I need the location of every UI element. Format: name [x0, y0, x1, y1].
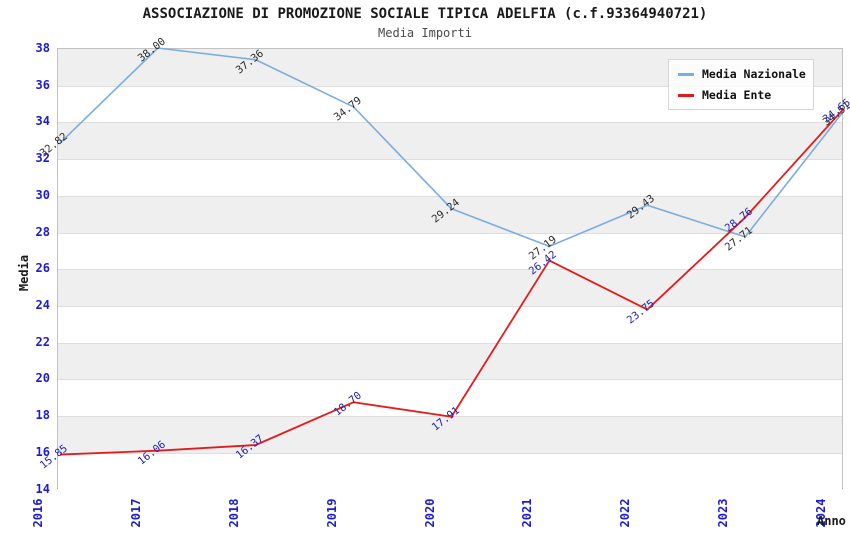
gridline: [58, 452, 842, 454]
y-tick-label: 14: [35, 481, 50, 496]
plot-band: [58, 342, 842, 380]
y-tick-label: 20: [35, 371, 50, 386]
plot-band: [58, 452, 842, 490]
y-tick-label: 26: [35, 261, 50, 276]
y-tick-label: 30: [35, 187, 50, 202]
plot-band: [58, 122, 842, 160]
legend-item-media-ente: Media Ente: [678, 88, 804, 102]
y-tick-label: 28: [35, 224, 50, 239]
gridline: [58, 122, 842, 124]
legend-label-media-ente: Media Ente: [702, 88, 772, 102]
gridline: [58, 379, 842, 381]
x-tick-label: 2021: [520, 498, 535, 528]
plot-band: [58, 269, 842, 306]
x-tick-label: 2024: [814, 498, 828, 528]
legend-item-media-nazionale: Media Nazionale: [678, 67, 806, 81]
y-tick-label: 32: [35, 151, 50, 166]
legend: Media Nazionale Media Ente: [668, 59, 814, 110]
legend-swatch-media-nazionale: [678, 72, 694, 76]
plot-band: [58, 305, 842, 343]
gridline: [58, 342, 842, 344]
gridline: [58, 305, 842, 307]
y-tick-label: 34: [35, 114, 50, 129]
x-tick-label: 2022: [618, 498, 633, 528]
x-tick-label: 2020: [422, 498, 437, 528]
x-tick-label: 2023: [716, 498, 731, 528]
y-tick-label: 22: [35, 334, 50, 349]
x-axis-title: Anno: [817, 514, 846, 528]
gridline: [58, 195, 842, 197]
x-tick-label: 2016: [31, 498, 45, 528]
legend-label-media-nazionale: Media Nazionale: [702, 67, 806, 81]
chart-title: ASSOCIAZIONE DI PROMOZIONE SOCIALE TIPIC…: [142, 6, 708, 22]
y-tick-label: 16: [35, 444, 50, 459]
y-axis-title: Media: [17, 254, 31, 292]
chart-subtitle: Media Importi: [378, 26, 472, 40]
legend-swatch-media-ente: [678, 93, 694, 97]
y-tick-label: 38: [35, 41, 50, 55]
x-tick-label: 2019: [324, 498, 339, 528]
x-tick-label: 2018: [226, 498, 241, 528]
plot-band: [58, 159, 842, 196]
y-tick-label: 24: [35, 297, 50, 312]
plot-band: [58, 232, 842, 270]
gridline: [58, 232, 842, 234]
y-tick-label: 36: [35, 77, 50, 92]
gridline: [58, 159, 842, 161]
y-tick-label: 18: [35, 408, 50, 423]
x-tick-label: 2017: [128, 498, 143, 528]
gridline: [58, 269, 842, 271]
